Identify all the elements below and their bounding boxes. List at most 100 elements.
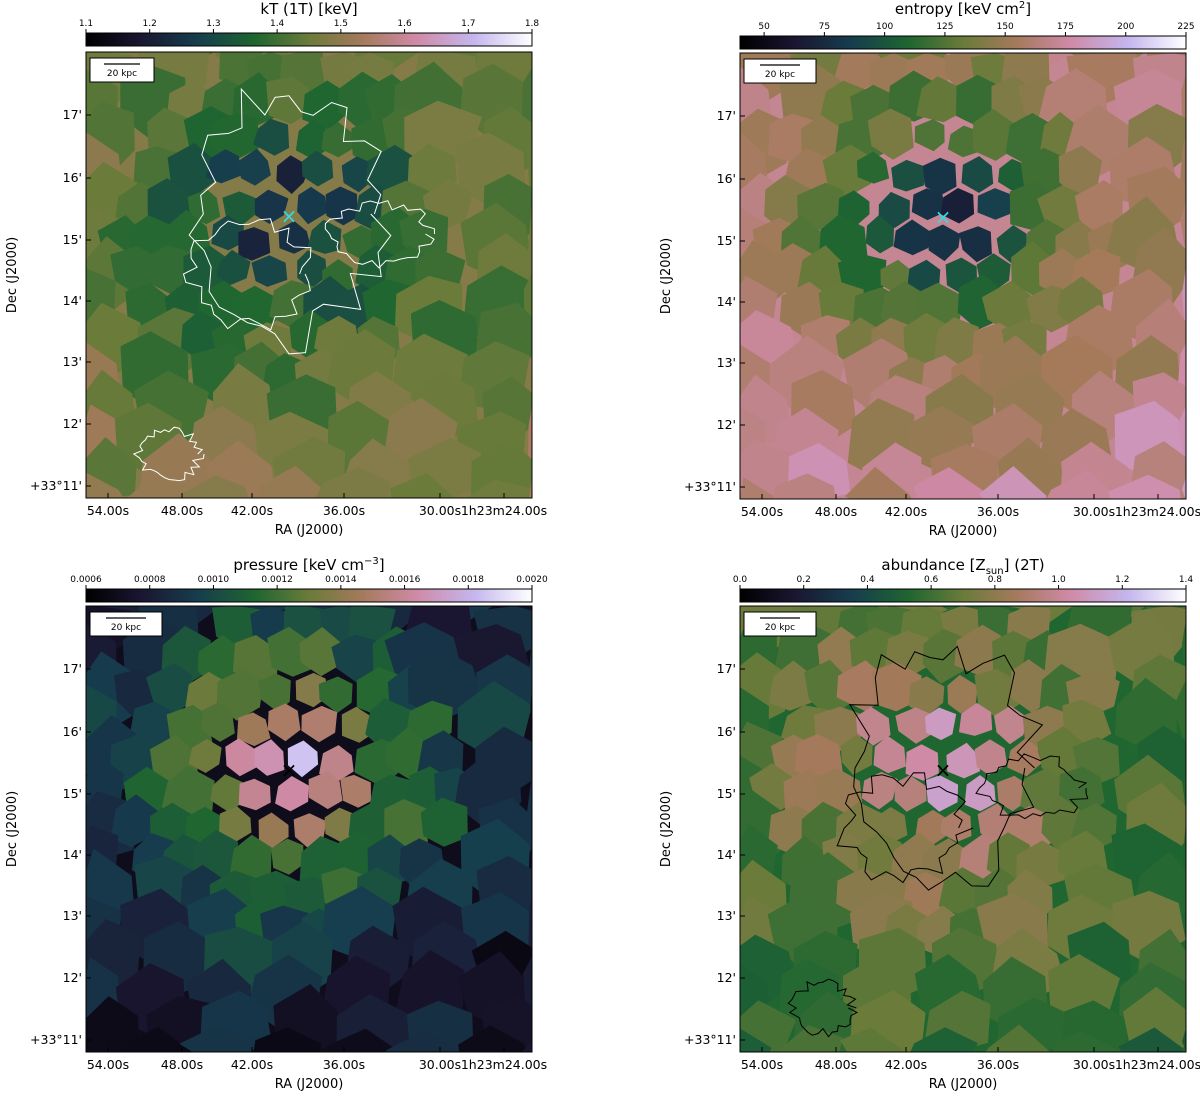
voronoi-bin [895, 707, 931, 744]
voronoi-bin [307, 219, 342, 254]
voronoi-bin [384, 1031, 455, 1052]
voronoi-bin [522, 1022, 532, 1052]
voronoi-bin [769, 660, 816, 711]
voronoi-bin [126, 469, 192, 498]
voronoi-bin [238, 778, 271, 811]
colorbar-tick-label: 0.0006 [70, 575, 102, 585]
scalebar-box [89, 611, 163, 637]
x-tick-label: 48.00s [161, 503, 203, 518]
voronoi-bins [740, 606, 1186, 1052]
voronoi-bin [308, 771, 343, 810]
colorbar-tick-label: 1.2 [143, 19, 157, 29]
y-tick-label: 15' [63, 786, 82, 801]
x-tick-label: 54.00s [741, 504, 783, 519]
voronoi-bin [208, 112, 262, 160]
y-tick-label: 14' [63, 293, 82, 308]
voronoi-bins [740, 53, 1186, 499]
y-tick-label: 16' [717, 171, 736, 186]
voronoi-bin [187, 189, 221, 225]
x-tick-label: 42.00s [885, 504, 927, 519]
voronoi-bin [822, 144, 872, 198]
voronoi-bin [238, 227, 271, 261]
voronoi-bin [940, 808, 972, 842]
voronoi-bin [1058, 145, 1103, 199]
voronoi-bin [258, 465, 323, 498]
map-area: × 20 kpc [739, 605, 1187, 1053]
voronoi-bin [211, 215, 244, 251]
voronoi-bin [297, 186, 328, 225]
scalebar-box [743, 611, 817, 637]
voronoi-bin [977, 188, 1013, 220]
voronoi-bin [959, 226, 992, 263]
voronoi-bin [348, 606, 396, 644]
center-marker: × [935, 205, 952, 229]
voronoi-bin [253, 1027, 322, 1052]
voronoi-bin [253, 118, 290, 156]
voronoi-bin [301, 705, 338, 743]
voronoi-bin [267, 703, 301, 742]
colorbar-tick-label: 1.6 [397, 19, 412, 29]
voronoi-bin [417, 730, 464, 779]
colorbar-tick-label: 175 [1057, 22, 1074, 32]
voronoi-bin [977, 803, 1012, 842]
x-tick-label: 30.00s [419, 1057, 461, 1072]
voronoi-bin [1182, 476, 1186, 499]
x-tick-label: 48.00s [815, 1057, 857, 1072]
voronoi-bin [1108, 474, 1181, 499]
x-tick-label: 1h23m24.00s [461, 503, 547, 518]
voronoi-bin [340, 774, 371, 808]
voronoi-bin [390, 473, 460, 498]
scalebar-label: 20 kpc [765, 70, 795, 80]
colorbar-tick-label: 1.4 [1179, 575, 1194, 585]
voronoi-bin [458, 1025, 527, 1052]
contour-line [132, 426, 205, 482]
colorbar-ticks: 1.1 1.2 1.3 1.4 1.5 1.6 1.7 1.8 [79, 19, 540, 33]
voronoi-bin [1181, 618, 1186, 697]
voronoi-bin [1177, 405, 1186, 484]
colorbar-tick-label: 150 [997, 22, 1014, 32]
voronoi-bin [331, 634, 381, 686]
voronoi-bin [959, 702, 993, 736]
colorbar-tick-label: 1.8 [525, 19, 540, 29]
colorbar-title: entropy [keV cm2] [895, 0, 1031, 18]
y-tick-label: 15' [63, 232, 82, 247]
panel-pressure: pressure [keV cm−3] 0.0006 0.0008 0.0010 0.… [5, 556, 548, 1092]
voronoi-bin [818, 281, 864, 328]
colorbar-tick-label: 0.0012 [261, 575, 293, 585]
x-tick-label: 48.00s [161, 1057, 203, 1072]
x-tick-label: 36.00s [977, 1057, 1019, 1072]
y-axis-label: Dec (J2000) [5, 791, 20, 867]
voronoi-bin [894, 775, 927, 812]
voronoi-bin [998, 158, 1028, 192]
colorbar-tick-label: 125 [936, 22, 953, 32]
x-tick-label: 54.00s [87, 503, 129, 518]
y-tick-label: 12' [63, 970, 82, 985]
voronoi-bin [844, 466, 912, 499]
voronoi-bin [206, 149, 243, 184]
colorbar-tick-label: 0.2 [797, 575, 811, 585]
colorbar-tick-label: 0.0014 [325, 575, 357, 585]
voronoi-bin [179, 1026, 254, 1052]
x-tick-label: 42.00s [231, 1057, 273, 1072]
voronoi-bin [188, 739, 222, 773]
y-tick-label: 13' [63, 354, 82, 369]
voronoi-bin [420, 797, 468, 847]
voronoi-bin [275, 776, 310, 812]
voronoi-bin [961, 156, 994, 193]
map-frame [739, 605, 1187, 1053]
contour-line [787, 978, 859, 1038]
voronoi-bin [871, 661, 922, 712]
scalebar-box [743, 58, 817, 84]
voronoi-bin [467, 479, 532, 498]
voronoi-bin [143, 245, 192, 295]
colorbar-tick-label: 0.8 [988, 575, 1003, 585]
voronoi-bin [271, 838, 304, 875]
colorbar-tick-label: 1.7 [461, 19, 475, 29]
x-axis-label: RA (J2000) [275, 523, 344, 538]
colorbar-tick-label: 0.0 [733, 575, 748, 585]
voronoi-bin [891, 159, 927, 192]
y-tick-label: +33°11' [684, 479, 736, 494]
y-tick-label: +33°11' [684, 1032, 736, 1047]
y-tick-label: 12' [63, 416, 82, 431]
y-tick-label: 15' [717, 786, 736, 801]
